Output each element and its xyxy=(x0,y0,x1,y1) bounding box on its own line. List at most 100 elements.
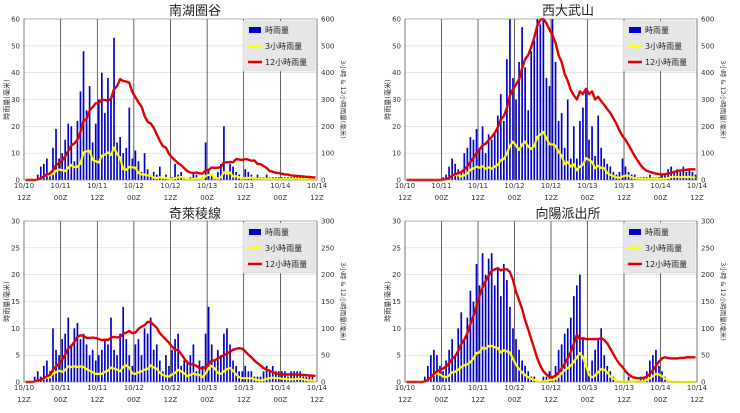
hourly-bar xyxy=(478,147,481,180)
hourly-bar xyxy=(143,328,146,382)
x-tick-time: 12Z xyxy=(471,194,485,202)
y-tick-right: 500 xyxy=(321,42,334,50)
hourly-bar xyxy=(100,72,103,180)
legend-swatch-hourly xyxy=(629,27,641,33)
x-tick-date: 10/13 xyxy=(197,384,217,392)
x-tick-date: 10/14 xyxy=(270,384,291,392)
hourly-bar xyxy=(588,371,590,382)
hourly-bar xyxy=(104,339,106,382)
legend: 時雨量 3小時雨量 12小時雨量 xyxy=(622,222,696,274)
x-tick-date: 10/14 xyxy=(307,384,328,392)
hourly-bar xyxy=(554,61,557,180)
hourly-bar xyxy=(466,317,469,382)
hourly-bar xyxy=(469,137,472,180)
x-tick-date: 10/12 xyxy=(160,182,180,190)
hourly-bar xyxy=(560,112,563,180)
x-tick-date: 10/14 xyxy=(687,182,708,190)
y-tick-right: 0 xyxy=(321,379,325,387)
y-tick-left: 30 xyxy=(392,218,401,226)
hourly-bar xyxy=(232,166,234,180)
hourly-bar xyxy=(180,365,183,382)
y-tick-left: 60 xyxy=(11,16,20,24)
legend: 時雨量 3小時雨量 12小時雨量 xyxy=(622,20,696,72)
x-tick-date: 10/12 xyxy=(124,182,144,190)
x-tick-time: 12Z xyxy=(617,194,631,202)
hourly-bar xyxy=(481,253,484,382)
hourly-bar xyxy=(542,376,545,382)
hourly-bar xyxy=(223,333,225,382)
hourly-bar xyxy=(226,328,228,382)
hourly-bar xyxy=(91,349,94,382)
x-tick-date: 10/14 xyxy=(307,182,328,190)
y-tick-right: 50 xyxy=(321,352,330,360)
hourly-bar xyxy=(64,333,67,382)
hourly-bar xyxy=(42,163,45,180)
hourly-bar xyxy=(107,344,109,382)
y-axis-label-left: 時雨量(毫米) xyxy=(383,281,392,322)
hourly-bar xyxy=(171,349,173,382)
y-tick-left: 10 xyxy=(11,325,20,333)
hourly-bar xyxy=(545,376,548,382)
hourly-bar xyxy=(52,147,54,180)
x-tick-time: 00Z xyxy=(508,194,522,202)
x-tick-time: 12Z xyxy=(690,194,704,202)
hourly-bar xyxy=(518,349,520,382)
hourly-bar xyxy=(146,333,149,382)
y-tick-left: 5 xyxy=(397,352,401,360)
hourly-bar xyxy=(244,169,247,180)
hourly-bar xyxy=(183,360,186,382)
hourly-bar xyxy=(649,360,651,382)
x-tick-date: 10/13 xyxy=(234,384,254,392)
legend-swatch-hourly xyxy=(249,27,261,33)
hourly-bar xyxy=(448,166,450,180)
hourly-bar xyxy=(104,112,106,180)
x-tick-time: 00Z xyxy=(654,396,668,404)
y-axis-label-left: 時雨量(毫米) xyxy=(383,79,392,120)
chart-panel-1: 南湖圈谷0102030405060010020030040050060010/1… xyxy=(2,3,348,202)
hourly-bar xyxy=(281,371,283,382)
hourly-bar xyxy=(97,99,100,180)
x-tick-date: 10/14 xyxy=(270,182,291,190)
twelve-hour-line xyxy=(25,77,316,182)
hourly-bar xyxy=(79,339,82,382)
hourly-bar xyxy=(530,51,533,181)
hourly-bar xyxy=(600,147,603,180)
x-tick-date: 10/11 xyxy=(51,182,71,190)
y-tick-right: 100 xyxy=(701,150,714,158)
hourly-bar xyxy=(216,171,219,180)
hourly-bar xyxy=(472,301,475,382)
hourly-bar xyxy=(122,306,125,382)
legend-label-twelve-hour: 12小時雨量 xyxy=(265,58,307,67)
y-tick-left: 20 xyxy=(392,271,401,279)
x-tick-time: 12Z xyxy=(90,396,104,404)
hourly-bar xyxy=(125,147,128,180)
hourly-bar xyxy=(265,174,268,180)
y-tick-left: 50 xyxy=(11,42,20,50)
hourly-bar xyxy=(503,263,505,382)
hourly-bar xyxy=(223,126,225,180)
y-tick-left: 15 xyxy=(11,298,20,306)
hourly-bar xyxy=(39,166,42,180)
hourly-bar xyxy=(274,371,277,382)
hourly-bar xyxy=(451,158,453,180)
legend-label-hourly: 時雨量 xyxy=(265,26,289,35)
chart-panel-4: 向陽派出所05101520253005010015020025030010/10… xyxy=(383,206,728,404)
hourly-bar xyxy=(466,147,469,180)
hourly-bar xyxy=(125,339,128,382)
legend-label-twelve-hour: 12小時雨量 xyxy=(265,260,307,269)
legend: 時雨量 3小時雨量 12小時雨量 xyxy=(242,222,316,274)
hourly-bar xyxy=(186,360,189,382)
hourly-bar xyxy=(591,126,593,180)
hourly-bar xyxy=(46,360,48,382)
hourly-bar xyxy=(621,158,624,180)
x-tick-time: 00Z xyxy=(581,396,595,404)
y-tick-left: 25 xyxy=(11,244,20,252)
hourly-bar xyxy=(46,158,48,180)
hourly-bar xyxy=(661,174,663,180)
y-tick-left: 20 xyxy=(11,123,20,131)
hourly-bar xyxy=(512,328,514,382)
x-tick-time: 12Z xyxy=(617,396,631,404)
x-tick-date: 10/14 xyxy=(650,182,671,190)
x-tick-date: 10/13 xyxy=(614,384,634,392)
hourly-bar xyxy=(691,171,694,180)
